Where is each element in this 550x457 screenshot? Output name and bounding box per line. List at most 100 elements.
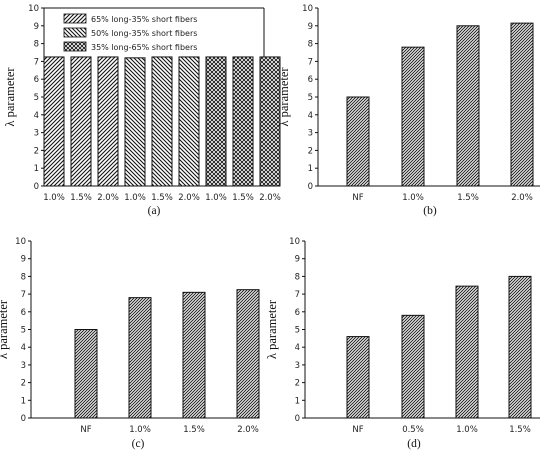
bar (128, 297, 152, 419)
y-tick-label: 10 (289, 237, 300, 247)
bar (508, 275, 532, 419)
y-tick-label: 7 (308, 57, 313, 67)
panel-b: 0 1 2 3 4 5 6 7 8 9 10 λ parameter NF 1.0% 1.5% 2.0% (b) (277, 4, 540, 217)
y-tick-label: 5 (308, 93, 313, 103)
panel-label: (a) (148, 205, 161, 217)
y-tick-label: 10 (28, 4, 39, 14)
y-tick-label: 6 (308, 75, 313, 85)
x-tick-label: 1.5% (509, 425, 531, 435)
x-tick-label: 1.5% (183, 425, 205, 435)
x-tick-label: NF (80, 425, 91, 435)
y-tick-label: 0 (34, 182, 39, 192)
y-axis-label: λ parameter (265, 299, 279, 359)
y-tick-label: 2 (34, 146, 39, 156)
y-tick-label: 6 (21, 308, 26, 318)
panel-a: 0 1 2 3 4 5 6 7 8 9 10 λ parameter 1.0% 1.5% 2.0% 1.0% 1… (3, 4, 281, 217)
x-tick-label: 1.5% (151, 193, 173, 203)
x-tick-label: NF (352, 193, 363, 203)
bar (401, 314, 425, 419)
y-tick-label: 0 (295, 414, 300, 424)
x-tick-label: 2.0% (237, 425, 259, 435)
y-tick-label: 0 (308, 182, 313, 192)
y-tick-label: 10 (15, 237, 26, 247)
panel-label: (c) (132, 438, 145, 450)
y-tick-label: 1 (295, 396, 300, 406)
legend-entry: 65% long-35% short fibers (91, 15, 197, 24)
bar (236, 289, 260, 419)
y-tick-label: 1 (21, 396, 26, 406)
y-tick-label: 3 (34, 129, 39, 139)
y-axis-label: λ parameter (0, 299, 10, 359)
y-tick-label: 4 (295, 343, 300, 353)
y-tick-label: 1 (308, 164, 313, 174)
panel-label: (d) (407, 438, 421, 450)
y-tick-label: 7 (34, 57, 39, 67)
y-tick-label: 1 (34, 164, 39, 174)
bar (401, 46, 425, 187)
y-tick-label: 4 (34, 111, 39, 121)
legend-swatch (63, 13, 87, 24)
bar (178, 56, 200, 187)
y-tick-label: 8 (308, 40, 313, 50)
y-tick-label: 3 (295, 361, 300, 371)
bar (151, 56, 173, 187)
y-tick-label: 0 (21, 414, 26, 424)
y-tick-label: 7 (295, 290, 300, 300)
y-tick-label: 8 (295, 272, 300, 282)
panel-d: 0 1 2 3 4 5 6 7 8 9 10 λ parameter NF 0.5% 1.0% 1.5% (d) (265, 237, 540, 450)
y-tick-label: 6 (34, 75, 39, 85)
panel-label: (b) (423, 205, 437, 217)
bar (205, 56, 227, 187)
y-tick-label: 4 (308, 111, 313, 121)
bar (346, 96, 370, 187)
bar (346, 336, 370, 419)
legend-entry: 50% long-35% short fibers (91, 29, 197, 38)
x-tick-label: 2.0% (511, 193, 533, 203)
legend-swatch (63, 27, 87, 38)
y-axis-label: λ parameter (3, 67, 17, 127)
y-tick-label: 9 (34, 22, 39, 32)
bar (455, 285, 479, 419)
y-tick-label: 5 (295, 326, 300, 336)
y-tick-label: 2 (21, 379, 26, 389)
x-tick-label: 2.0% (178, 193, 200, 203)
bar (74, 329, 98, 419)
x-tick-label: 1.5% (457, 193, 479, 203)
bar (232, 56, 254, 187)
bar (97, 56, 119, 187)
y-tick-label: 4 (21, 343, 26, 353)
x-tick-label: 1.0% (205, 193, 227, 203)
y-tick-label: 3 (308, 129, 313, 139)
y-tick-label: 9 (308, 22, 313, 32)
legend-entry: 35% long-65% short fibers (91, 43, 197, 52)
x-tick-label: 1.5% (232, 193, 254, 203)
bar (124, 57, 146, 187)
x-tick-label: 1.0% (129, 425, 151, 435)
x-tick-label: 1.0% (402, 193, 424, 203)
bar (182, 291, 206, 419)
bar (259, 56, 281, 187)
x-tick-label: 1.0% (456, 425, 478, 435)
y-tick-label: 2 (295, 379, 300, 389)
x-tick-label: 2.0% (259, 193, 281, 203)
y-tick-label: 5 (34, 93, 39, 103)
bar (510, 22, 534, 187)
bar (456, 25, 480, 187)
y-tick-label: 8 (34, 40, 39, 50)
x-tick-label: 1.5% (70, 193, 92, 203)
x-tick-label: 1.0% (43, 193, 65, 203)
y-tick-label: 5 (21, 326, 26, 336)
x-tick-label: NF (352, 425, 363, 435)
y-tick-label: 8 (21, 272, 26, 282)
bar (70, 56, 92, 187)
x-tick-label: 0.5% (402, 425, 424, 435)
panel-c: 0 1 2 3 4 5 6 7 8 9 10 λ parameter NF 1.0% 1.5% 2.0% (c) (0, 237, 260, 450)
x-tick-label: 1.0% (124, 193, 146, 203)
y-tick-label: 9 (21, 255, 26, 265)
bar (43, 56, 65, 187)
legend-swatch (63, 41, 87, 52)
y-tick-label: 10 (302, 4, 313, 14)
y-tick-label: 6 (295, 308, 300, 318)
y-axis-label: λ parameter (277, 67, 291, 127)
